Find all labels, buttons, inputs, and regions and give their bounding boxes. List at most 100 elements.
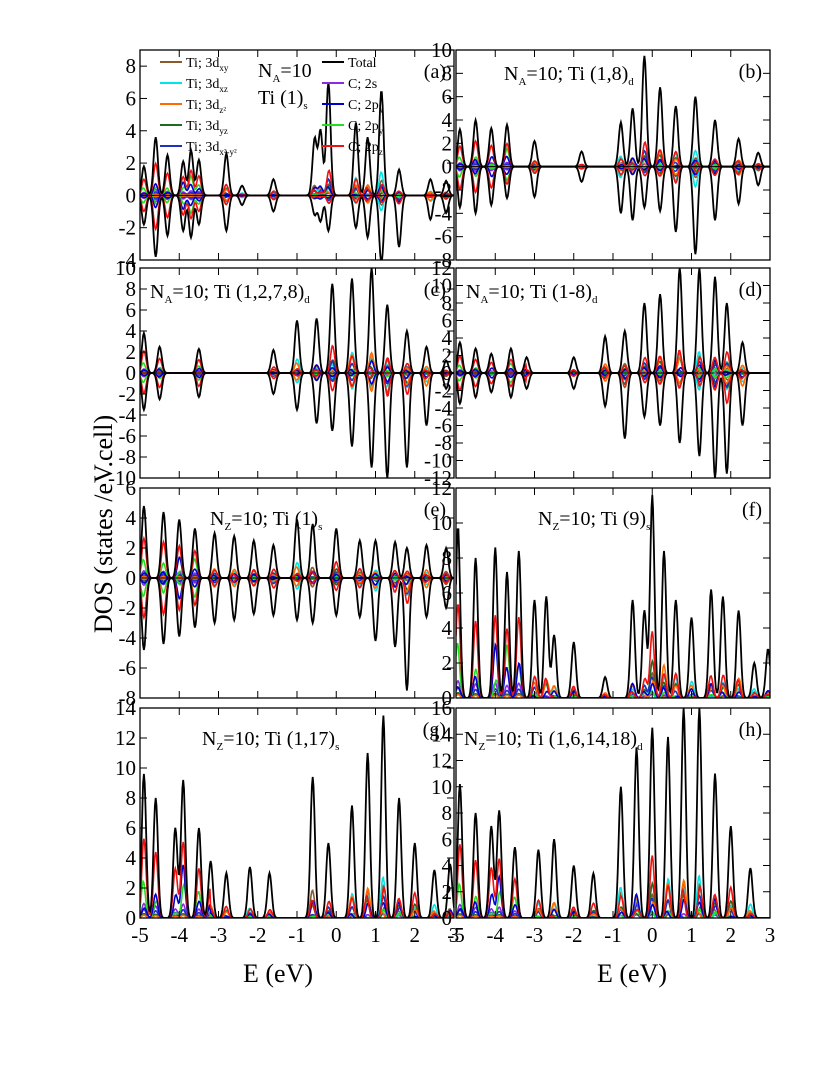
y-tick-label: 0 (126, 566, 137, 590)
legend-label: Ti; 3dxy (186, 56, 229, 73)
y-tick-label: 6 (442, 309, 453, 333)
legend-label: C; 2px (348, 98, 384, 115)
y-tick-label: 8 (442, 291, 453, 315)
y-tick-label: -6 (119, 424, 137, 448)
legend-label: Total (348, 56, 377, 71)
x-tick-label: -4 (487, 923, 505, 947)
y-tick-label: -4 (119, 248, 137, 272)
legend-label: C; 2s (348, 77, 377, 92)
y-tick-label: 6 (442, 581, 453, 605)
y-tick-label: 10 (431, 775, 452, 799)
x-tick-label: 2 (410, 923, 421, 947)
y-tick-label: 0 (442, 361, 453, 385)
series-c-2pz-up (140, 535, 454, 579)
y-tick-label: 0 (126, 906, 137, 930)
y-tick-label: 10 (431, 274, 452, 298)
series-total-down (456, 372, 770, 478)
panel-label: NZ=10; Ti (1)s (210, 508, 322, 533)
panel-letter: (h) (739, 719, 762, 741)
x-tick-label: -1 (288, 923, 306, 947)
legend-label: Ti; 3dz² (186, 98, 226, 115)
panel-letter: (a) (424, 61, 446, 83)
x-axis-title-left: E (eV) (243, 959, 313, 988)
y-tick-label: 4 (442, 326, 453, 350)
y-tick-label: 0 (442, 686, 453, 710)
series-c-2pz-down (140, 577, 454, 621)
x-tick-label: 0 (647, 923, 658, 947)
y-tick-label: -2 (435, 379, 453, 403)
y-axis-title: DOS (states /eV.cell) (89, 415, 118, 633)
y-tick-label: -2 (119, 382, 137, 406)
y-tick-label: 4 (442, 854, 453, 878)
y-tick-label: 6 (126, 476, 137, 500)
y-tick-label: -4 (435, 396, 453, 420)
series-total-down (140, 577, 454, 691)
y-tick-label: -10 (108, 466, 136, 490)
y-tick-label: 8 (442, 61, 453, 85)
y-tick-label: 0 (442, 155, 453, 179)
x-tick-label: 2 (726, 923, 737, 947)
y-tick-label: 8 (442, 546, 453, 570)
x-tick-label: 3 (449, 923, 460, 947)
panel-e: -8 -6 -4 -2 0 2 4 6 (e) NZ=10; Ti (1)s (119, 476, 455, 710)
y-tick-label: 4 (126, 506, 137, 530)
x-tick-label: 1 (686, 923, 697, 947)
y-tick-label: 6 (126, 298, 137, 322)
y-tick-label: 0 (126, 183, 137, 207)
y-tick-label: 12 (431, 256, 452, 280)
panel-letter: (e) (424, 499, 446, 521)
legend-label: Ti; 3dyz (186, 119, 228, 136)
y-tick-label: -6 (435, 414, 453, 438)
y-tick-label: 2 (442, 880, 453, 904)
y-tick-label: 16 (431, 696, 452, 720)
y-tick-label: 10 (115, 256, 136, 280)
y-tick-label: 2 (126, 340, 137, 364)
y-tick-label: -6 (435, 225, 453, 249)
y-tick-label: 4 (126, 319, 137, 343)
x-tick-label: -3 (526, 923, 544, 947)
y-tick-label: -4 (435, 201, 453, 225)
series-total-down (140, 194, 454, 260)
y-tick-label: -8 (435, 248, 453, 272)
y-tick-label: 6 (442, 85, 453, 109)
y-tick-label: 12 (431, 749, 452, 773)
x-tick-label: 3 (765, 923, 776, 947)
y-tick-label: -12 (424, 466, 452, 490)
x-axis-title-right: E (eV) (597, 959, 667, 988)
y-tick-label: 8 (126, 54, 137, 78)
legend-label: C; 2pz (348, 140, 383, 157)
panel-letter: (b) (739, 61, 762, 83)
y-tick-label: 2 (442, 651, 453, 675)
series-total-up (140, 505, 454, 579)
y-tick-label: 2 (126, 876, 137, 900)
panel-label: NA=10; Ti (1,2,7,8)d (150, 281, 310, 306)
series-ti-3dxy-up (456, 880, 770, 918)
y-tick-label: -4 (119, 403, 137, 427)
series-ti-3dxy-up (140, 884, 454, 918)
y-tick-label: 8 (126, 277, 137, 301)
y-tick-label: -8 (119, 445, 137, 469)
x-tick-label: -2 (565, 923, 583, 947)
legend-label: Ti; 3dxz (186, 77, 228, 94)
y-tick-label: 10 (115, 756, 136, 780)
y-tick-label: 12 (115, 726, 136, 750)
y-tick-label: 0 (442, 906, 453, 930)
legend-label: Ti; 3dx²-y² (186, 140, 237, 157)
y-tick-label: 14 (431, 722, 453, 746)
y-tick-label: 2 (442, 131, 453, 155)
y-tick-label: 4 (126, 846, 137, 870)
panel-label: NA=10; Ti (1-8)d (466, 281, 598, 306)
panel-label: NZ=10; Ti (9)s (538, 508, 650, 533)
y-tick-label: -4 (119, 626, 137, 650)
y-tick-label: 6 (442, 827, 453, 851)
series-total-up (140, 715, 454, 918)
y-tick-label: 6 (126, 816, 137, 840)
y-tick-label: -2 (119, 216, 137, 240)
panel-letter: (f) (742, 499, 762, 521)
